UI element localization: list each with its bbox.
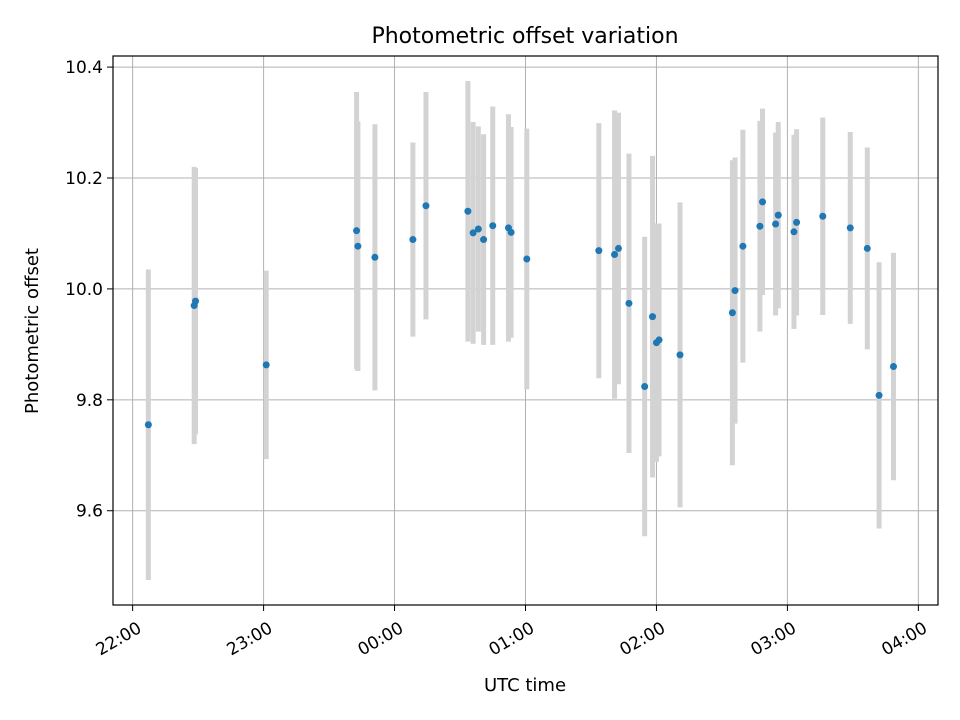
x-axis-label: UTC time [484,675,566,696]
chart-title: Photometric offset variation [371,24,678,49]
data-point [192,297,199,305]
data-point [523,255,531,263]
y-tick-label: 10.4 [65,58,103,78]
y-tick-label: 10.2 [65,169,103,189]
data-point [469,229,477,237]
error-bars [145,80,896,581]
data-point [819,212,827,220]
data-point [507,228,515,236]
data-point [614,244,622,252]
data-markers [144,198,897,429]
data-point [739,242,747,250]
data-point [731,287,739,295]
x-tick-label: 04:00 [878,618,930,660]
data-point [655,336,663,344]
data-point [649,313,657,321]
data-point [464,207,472,215]
data-point [353,227,361,235]
data-point [846,224,854,232]
data-point [790,228,798,236]
data-point [793,218,801,226]
data-point [489,222,497,230]
x-tick-label: 23:00 [224,618,276,660]
x-tick-label: 22:00 [93,618,145,660]
y-axis-label: Photometric offset [22,248,43,414]
data-point [480,236,488,244]
x-tick-label: 00:00 [355,618,407,660]
y-tick-label: 9.6 [76,502,103,522]
data-point [774,211,782,219]
data-point [262,361,270,369]
data-point [144,421,152,429]
x-tick-label: 01:00 [486,618,538,660]
data-point [641,383,649,391]
x-tick-label: 03:00 [747,618,799,660]
data-point [728,309,736,317]
data-point [371,253,379,261]
data-point [676,351,684,359]
data-point [772,220,780,228]
data-point [625,299,633,307]
y-tick-label: 9.8 [76,391,103,411]
data-point [756,222,764,230]
data-point [409,236,417,244]
data-point [354,242,362,250]
x-tick-label: 02:00 [617,618,669,660]
data-point [863,244,871,252]
y-tick-label: 10.0 [65,280,103,300]
data-point [474,225,482,233]
data-point [875,391,883,399]
data-point [889,363,897,371]
data-point [595,247,603,255]
data-point [422,202,430,210]
data-point [611,251,619,259]
data-point [759,198,767,206]
